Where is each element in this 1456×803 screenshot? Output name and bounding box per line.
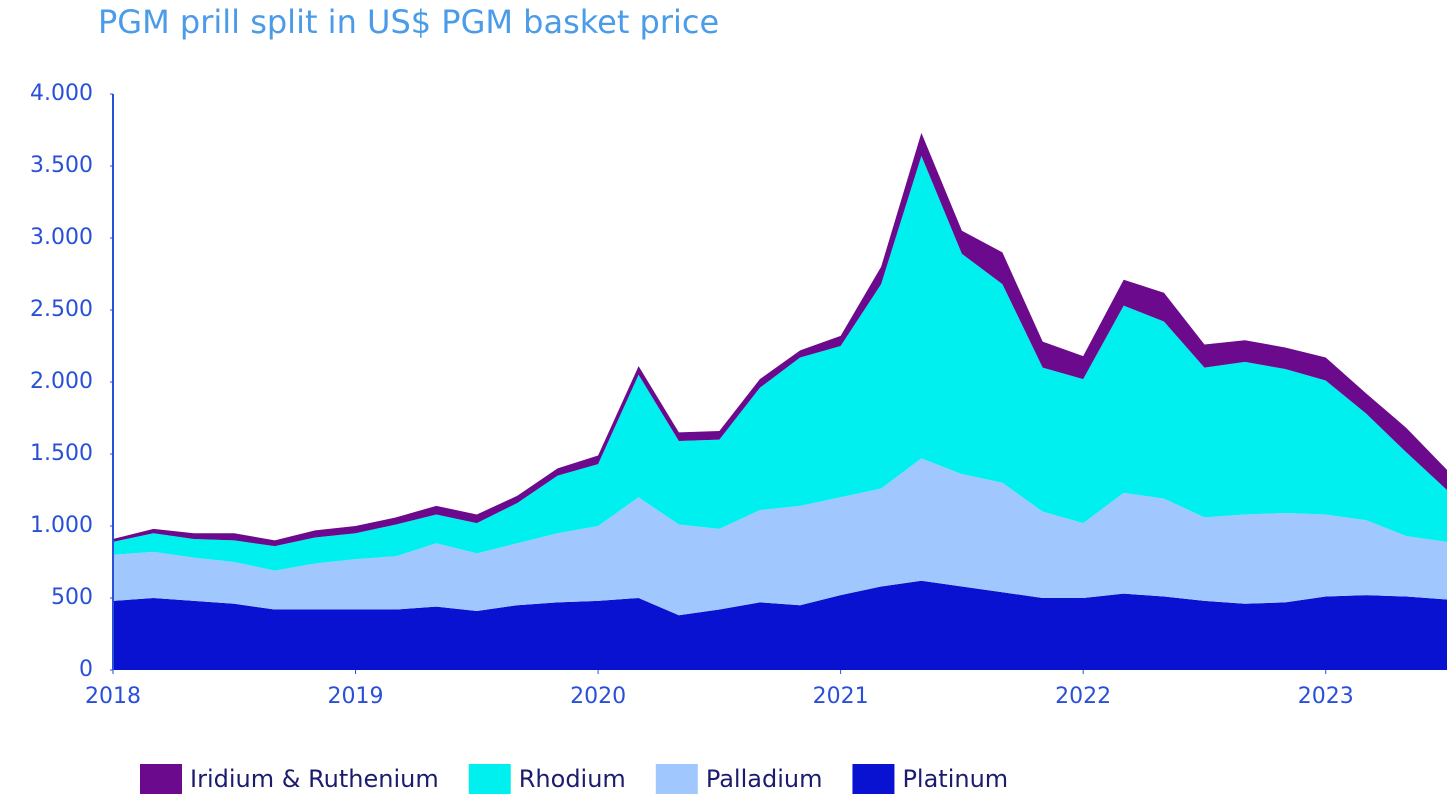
area [113, 580, 1447, 670]
x-tick-label: 2020 [570, 684, 626, 709]
y-tick-label: 2.000 [30, 369, 93, 394]
legend-label: Rhodium [519, 765, 626, 793]
legend-swatch [655, 764, 698, 794]
y-tick-label: 1.500 [30, 441, 93, 466]
legend-swatch [852, 764, 895, 794]
y-tick-label: 4.000 [30, 81, 93, 106]
legend-swatch [468, 764, 511, 794]
y-tick-label: 3.500 [30, 153, 93, 178]
y-tick-label: 500 [51, 585, 93, 610]
x-tick-label: 2022 [1055, 684, 1111, 709]
x-tick-label: 2019 [328, 684, 384, 709]
x-tick-label: 2018 [85, 684, 141, 709]
area [113, 458, 1447, 616]
chart-title: PGM prill split in US$ PGM basket price [98, 3, 719, 41]
area [113, 132, 1447, 547]
legend-label: Iridium & Ruthenium [190, 765, 439, 793]
legend-swatch [140, 764, 182, 794]
legend-label: Palladium [706, 765, 823, 793]
legend-label: Platinum [902, 765, 1008, 793]
y-tick-label: 0 [79, 657, 93, 682]
area [113, 155, 1447, 571]
x-tick-label: 2021 [813, 684, 869, 709]
y-tick-label: 2.500 [30, 297, 93, 322]
y-tick-label: 3.000 [30, 225, 93, 250]
x-tick-label: 2023 [1298, 684, 1354, 709]
y-tick-label: 1.000 [30, 513, 93, 538]
